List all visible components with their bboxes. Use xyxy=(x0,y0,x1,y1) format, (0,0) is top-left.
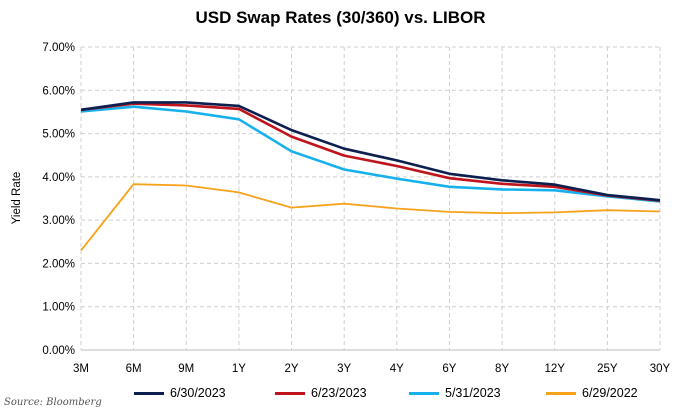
y-tick-label: 6.00% xyxy=(42,85,75,97)
x-tick-label: 1Y xyxy=(232,363,246,375)
x-axis-ticks: 3M 6M 9M 1Y 2Y 3Y 4Y 6Y 8Y 12Y 25Y 30Y xyxy=(73,363,671,375)
x-tick-label: 6M xyxy=(126,363,142,375)
y-tick-label: 1.00% xyxy=(42,302,75,314)
x-tick-label: 9M xyxy=(178,363,194,375)
legend-label: 6/30/2023 xyxy=(170,386,226,400)
legend-item: 6/23/2023 xyxy=(275,386,367,400)
x-tick-label: 12Y xyxy=(544,363,565,375)
chart-title: USD Swap Rates (30/360) vs. LIBOR xyxy=(195,8,486,27)
y-tick-label: 2.00% xyxy=(42,258,75,270)
y-axis-label: Yield Rate xyxy=(11,172,23,225)
y-tick-label: 4.00% xyxy=(42,172,75,184)
y-tick-label: 7.00% xyxy=(42,42,75,54)
legend-label: 6/23/2023 xyxy=(311,386,367,400)
y-tick-label: 5.00% xyxy=(42,129,75,141)
legend-item: 6/29/2022 xyxy=(546,386,638,400)
legend: 6/30/2023 6/23/2023 5/31/2023 6/29/2022 xyxy=(0,386,681,404)
y-tick-label: 3.00% xyxy=(42,215,75,227)
x-tick-label: 3Y xyxy=(337,363,351,375)
series-line-6-30-2023 xyxy=(80,101,661,202)
series-line-5-31-2023 xyxy=(80,105,661,203)
x-tick-label: 30Y xyxy=(650,363,671,375)
x-tick-label: 4Y xyxy=(390,363,404,375)
legend-swatch xyxy=(546,391,576,395)
x-tick-label: 25Y xyxy=(597,363,618,375)
legend-swatch xyxy=(275,391,305,395)
legend-swatch xyxy=(134,391,164,395)
series-lines xyxy=(80,101,661,251)
grid-lines xyxy=(80,46,661,351)
source-note: Source: Bloomberg xyxy=(4,397,102,408)
legend-swatch xyxy=(409,391,439,395)
series-line-6-29-2022 xyxy=(80,183,661,251)
legend-item: 6/30/2023 xyxy=(134,386,226,400)
legend-label: 6/29/2022 xyxy=(582,386,638,400)
legend-label: 5/31/2023 xyxy=(445,386,501,400)
x-tick-label: 2Y xyxy=(285,363,299,375)
x-tick-label: 3M xyxy=(73,363,89,375)
y-tick-label: 0.00% xyxy=(42,345,75,357)
legend-item: 5/31/2023 xyxy=(409,386,501,400)
series-line-6-23-2023 xyxy=(80,102,661,202)
y-axis-ticks: 0.00% 1.00% 2.00% 3.00% 4.00% 5.00% 6.00% 7.00% xyxy=(42,42,75,357)
x-tick-label: 8Y xyxy=(495,363,509,375)
x-tick-label: 6Y xyxy=(442,363,456,375)
